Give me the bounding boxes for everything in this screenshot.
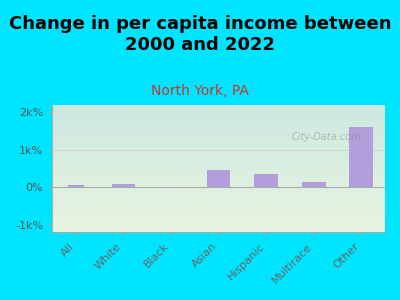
Text: City-Data.com: City-Data.com: [292, 132, 362, 142]
Bar: [112, 184, 135, 187]
Bar: [207, 170, 230, 187]
Bar: [163, 187, 179, 188]
Bar: [68, 185, 84, 187]
Bar: [349, 128, 373, 187]
Text: North York, PA: North York, PA: [151, 84, 249, 98]
Text: Change in per capita income between
2000 and 2022: Change in per capita income between 2000…: [9, 15, 391, 54]
Bar: [254, 174, 278, 187]
Bar: [302, 182, 326, 187]
